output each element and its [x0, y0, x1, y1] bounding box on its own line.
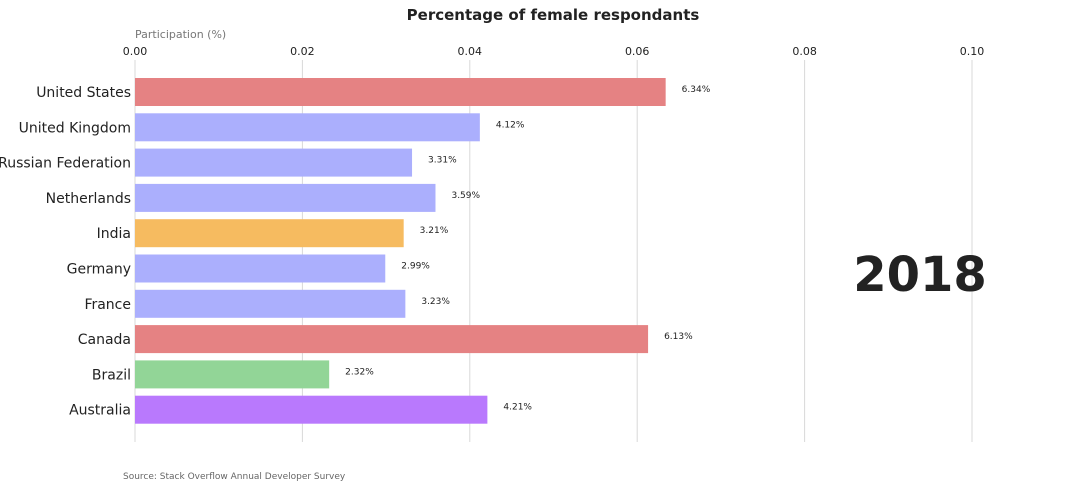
category-label: Russian Federation — [0, 156, 131, 172]
bar — [135, 78, 666, 106]
value-label: 4.21% — [503, 403, 532, 413]
year-label: 2018 — [853, 247, 987, 303]
x-tick-label: 0.00 — [123, 45, 148, 58]
source-note: Source: Stack Overflow Annual Developer … — [123, 472, 346, 482]
x-tick-label: 0.06 — [625, 45, 650, 58]
x-tick-label: 0.02 — [290, 45, 315, 58]
category-label: India — [97, 226, 131, 242]
value-labels: 6.34% 4.12% 3.31% 3.59% 3.21% 2.99% 3.23% 6.13%… — [345, 85, 711, 413]
chart-title: Percentage of female respondants — [407, 6, 700, 24]
category-label: United States — [36, 85, 131, 101]
value-label: 3.59% — [451, 191, 480, 201]
category-label: Netherlands — [46, 191, 131, 207]
category-label: Australia — [69, 403, 131, 419]
value-label: 3.31% — [428, 156, 457, 166]
category-label: Canada — [78, 332, 131, 348]
value-label: 3.21% — [420, 226, 449, 236]
value-label: 2.99% — [401, 262, 430, 272]
bar — [135, 289, 406, 318]
value-label: 4.12% — [496, 120, 525, 130]
value-label: 6.34% — [682, 85, 711, 95]
category-label: Germany — [67, 262, 131, 278]
x-tick-label: 0.08 — [792, 45, 817, 58]
bar — [135, 219, 404, 248]
x-tick-label: 0.10 — [960, 45, 985, 58]
category-label: France — [84, 297, 131, 313]
bar — [135, 148, 413, 177]
x-axis-ticks: 0.00 0.02 0.04 0.06 0.08 0.10 — [123, 45, 985, 58]
value-label: 6.13% — [664, 332, 693, 342]
category-label: United Kingdom — [19, 120, 131, 136]
bar — [135, 113, 480, 142]
bar — [135, 360, 330, 389]
value-label: 2.32% — [345, 367, 374, 377]
bar — [135, 325, 649, 354]
bar — [135, 183, 436, 212]
bar — [135, 254, 386, 283]
category-label: Brazil — [92, 367, 131, 383]
bars — [135, 78, 666, 424]
value-label: 3.23% — [421, 297, 450, 307]
x-tick-label: 0.04 — [458, 45, 483, 58]
x-axis-label: Participation (%) — [135, 28, 226, 41]
category-labels: United States United Kingdom Russian Feder… — [0, 85, 131, 419]
bar — [135, 395, 488, 424]
